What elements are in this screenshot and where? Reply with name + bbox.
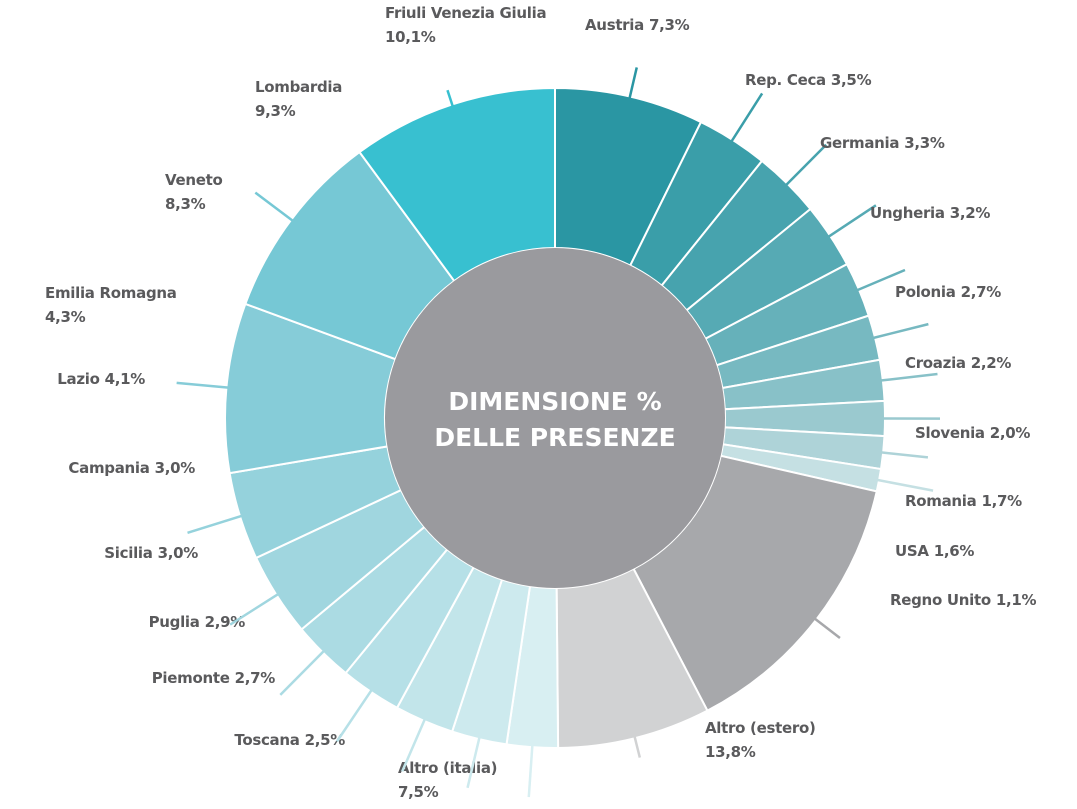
segment-value: 2,9% (205, 613, 246, 631)
leader-line (279, 649, 325, 696)
leader-line (254, 191, 294, 222)
segment-value: 2,2% (971, 354, 1012, 372)
segment-value: 1,7% (981, 492, 1022, 510)
segment-name: Altro (estero) (705, 719, 816, 737)
segment-value: 3,3% (904, 134, 945, 152)
segment-label: Regno Unito 1,1% (890, 591, 1037, 609)
leader-line (827, 204, 877, 238)
segment-label: USA 1,6% (895, 542, 974, 560)
segment-label: Altro (estero) 13,8% (705, 719, 816, 761)
segment-value: 9,3% (255, 102, 296, 120)
segment-value: 7,5% (398, 783, 439, 801)
leader-line (446, 89, 454, 107)
segment-value: 4,1% (105, 370, 146, 388)
segment-value: 3,0% (155, 459, 196, 477)
leader-line (880, 372, 938, 382)
segment-name: Lombardia (255, 78, 342, 96)
leader-line (633, 735, 642, 758)
center-label: DELLE PRESENZE (434, 423, 675, 452)
segment-name: Austria (585, 16, 644, 34)
segment-value: 3,2% (950, 204, 991, 222)
segment-label: Lombardia 9,3% (255, 78, 342, 120)
segment-label: Puglia 2,9% (149, 613, 246, 631)
leader-line (335, 689, 373, 743)
segment-label: Slovenia 2,0% (915, 424, 1030, 442)
segment-label: Croazia 2,2% (905, 354, 1011, 372)
segment-value: 2,0% (990, 424, 1031, 442)
leader-line (229, 592, 279, 626)
segment-name: Piemonte (152, 669, 230, 687)
segment-name: Puglia (149, 613, 200, 631)
segment-value: 10,1% (385, 28, 436, 46)
segment-value: 7,3% (649, 16, 690, 34)
segment-label: Germania 3,3% (820, 134, 945, 152)
leader-line (176, 381, 229, 389)
segment-label: Lazio 4,1% (57, 370, 145, 388)
segment-label: Toscana 2,5% (234, 731, 345, 749)
segment-label: Polonia 2,7% (895, 283, 1001, 301)
segment-label: Rep. Ceca 3,5% (745, 71, 872, 89)
leader-line (856, 268, 906, 292)
segment-value: 2,7% (961, 283, 1002, 301)
segment-label: Emilia Romagna 4,3% (45, 284, 177, 326)
leader-line (730, 92, 764, 143)
segment-value: 1,1% (996, 591, 1037, 609)
segment-name: Friuli Venezia Giulia (385, 4, 546, 22)
segment-name: Rep. Ceca (745, 71, 826, 89)
segment-name: Slovenia (915, 424, 985, 442)
center-circle (385, 248, 725, 588)
segment-label: Friuli Venezia Giulia 10,1% (385, 4, 546, 46)
segment-label: Veneto 8,3% (165, 171, 223, 213)
segment-value: 8,3% (165, 195, 206, 213)
segment-name: Croazia (905, 354, 966, 372)
segment-name: Lazio (57, 370, 99, 388)
segment-name: Polonia (895, 283, 956, 301)
leader-line (872, 322, 929, 340)
segment-label: Altro (italia) 7,5% (398, 759, 497, 801)
leader-line (881, 451, 929, 459)
segment-label: Piemonte 2,7% (152, 669, 276, 687)
segment-label: Campania 3,0% (68, 459, 195, 477)
segment-value: 2,5% (305, 731, 346, 749)
segment-value: 1,6% (934, 542, 975, 560)
segment-label: Romania 1,7% (905, 492, 1022, 510)
segment-name: Emilia Romagna (45, 284, 177, 302)
center-label: DIMENSIONE % (448, 387, 661, 416)
leader-line (628, 67, 638, 99)
leader-line (876, 478, 934, 492)
segment-name: Ungheria (870, 204, 945, 222)
segment-label: Ungheria 3,2% (870, 204, 990, 222)
segment-label: Sicilia 3,0% (104, 544, 198, 562)
leader-line (785, 143, 828, 187)
leader-line (466, 736, 481, 789)
segment-name: Altro (italia) (398, 759, 497, 777)
leader-line (813, 617, 841, 640)
leader-line (187, 514, 243, 535)
segment-name: Veneto (165, 171, 223, 189)
leader-line (401, 718, 427, 772)
segment-name: Regno Unito (890, 591, 991, 609)
segment-name: Germania (820, 134, 899, 152)
leader-line (527, 745, 534, 798)
segment-name: Sicilia (104, 544, 152, 562)
segment-name: USA (895, 542, 929, 560)
segment-value: 3,5% (831, 71, 872, 89)
segment-value: 4,3% (45, 308, 86, 326)
segment-value: 13,8% (705, 743, 756, 761)
segment-name: Campania (68, 459, 149, 477)
segment-name: Romania (905, 492, 976, 510)
segment-label: Austria 7,3% (585, 16, 690, 34)
segment-value: 3,0% (158, 544, 199, 562)
segment-name: Toscana (234, 731, 299, 749)
segment-value: 2,7% (235, 669, 276, 687)
